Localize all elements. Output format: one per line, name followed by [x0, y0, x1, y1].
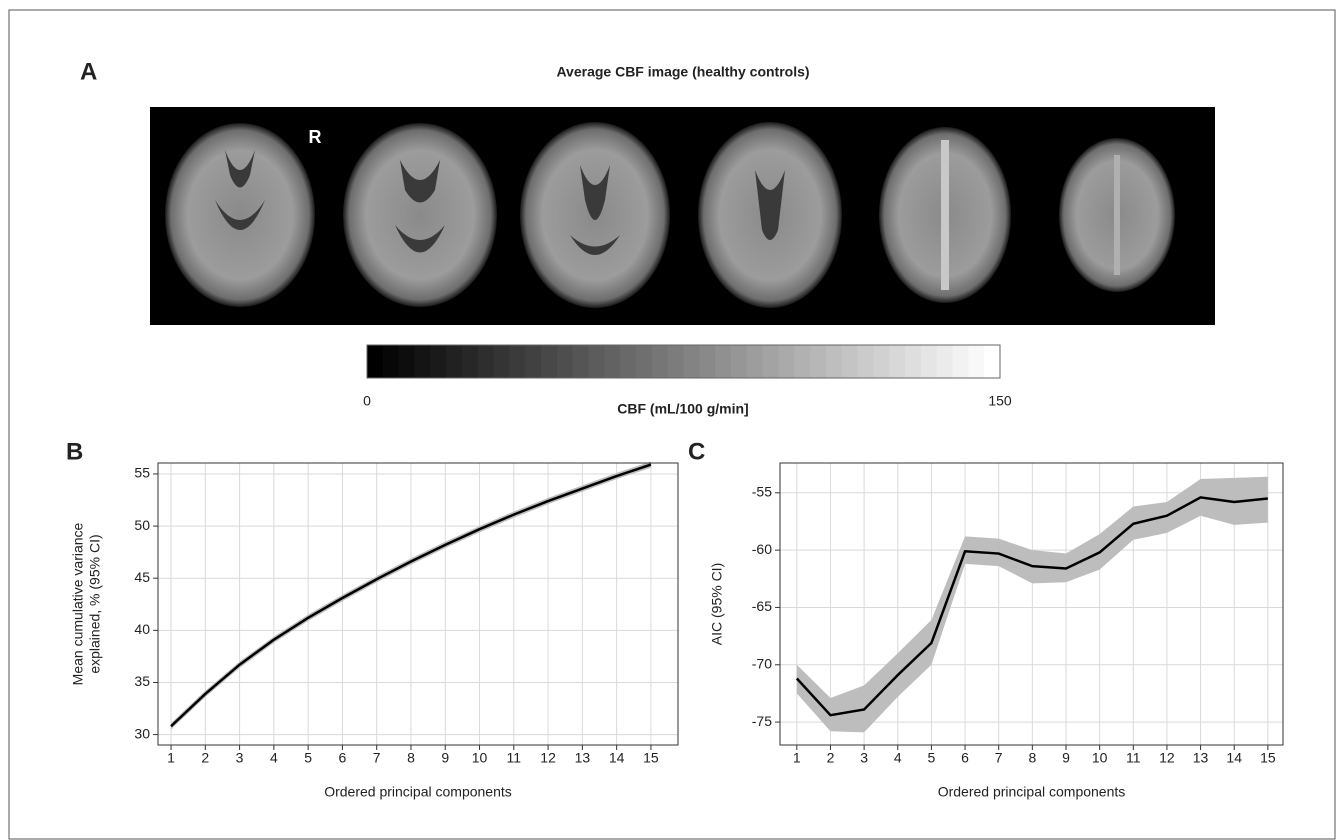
y-tick-label: 30 [134, 725, 150, 741]
colorbar-step [509, 345, 525, 378]
colorbar-step [462, 345, 478, 378]
colorbar-step [525, 345, 541, 378]
colorbar-step [905, 345, 921, 378]
x-tick-label: 9 [1062, 750, 1070, 766]
x-tick-label: 10 [1092, 750, 1108, 766]
colorbar-label: CBF (mL/100 g/min] [617, 401, 748, 417]
colorbar-step [953, 345, 969, 378]
colorbar-step [557, 345, 573, 378]
orientation-label: R [309, 127, 322, 147]
x-tick-label: 6 [961, 750, 969, 766]
colorbar-step [636, 345, 652, 378]
x-axis-label: Ordered principal components [938, 784, 1126, 800]
colorbar-step [810, 345, 826, 378]
colorbar-step [541, 345, 557, 378]
x-tick-label: 11 [507, 750, 522, 766]
colorbar-tick-label: 0 [363, 393, 371, 409]
panel-label: B [66, 438, 83, 465]
y-tick-label: -60 [752, 541, 772, 557]
x-tick-label: 5 [928, 750, 936, 766]
y-axis-label: explained, % (95% CI) [87, 534, 103, 673]
x-tick-label: 14 [609, 750, 625, 766]
y-tick-label: -55 [752, 484, 772, 500]
x-tick-label: 15 [643, 750, 659, 766]
y-tick-label: -65 [752, 598, 772, 614]
colorbar-step [731, 345, 747, 378]
x-tick-label: 3 [860, 750, 868, 766]
x-axis-label: Ordered principal components [324, 784, 512, 800]
y-tick-label: -75 [752, 713, 772, 729]
colorbar-step [494, 345, 510, 378]
x-tick-label: 10 [472, 750, 488, 766]
colorbar-step [684, 345, 700, 378]
colorbar-step [778, 345, 794, 378]
y-axis-label: Mean cumulative variance [70, 522, 86, 685]
colorbar-step [842, 345, 858, 378]
x-tick-label: 2 [827, 750, 835, 766]
colorbar-step [399, 345, 415, 378]
x-tick-label: 1 [793, 750, 801, 766]
x-tick-label: 8 [407, 750, 415, 766]
colorbar-step [383, 345, 399, 378]
colorbar-tick-label: 150 [988, 393, 1012, 409]
y-tick-label: -70 [752, 655, 772, 671]
colorbar-step [668, 345, 684, 378]
figure: A Average CBF image (healthy controls) R… [0, 0, 1343, 840]
x-tick-label: 7 [995, 750, 1003, 766]
colorbar-step [921, 345, 937, 378]
colorbar-step [858, 345, 874, 378]
y-tick-label: 40 [134, 621, 150, 637]
colorbar-step [873, 345, 889, 378]
colorbar-step [367, 345, 383, 378]
plot-frame [158, 463, 678, 745]
x-tick-label: 4 [894, 750, 902, 766]
panel-title: Average CBF image (healthy controls) [556, 64, 809, 80]
panel-label: C [688, 438, 705, 465]
y-tick-label: 50 [134, 517, 150, 533]
colorbar-step [794, 345, 810, 378]
colorbar-step [589, 345, 605, 378]
panel-label: A [80, 58, 97, 85]
colorbar-step [478, 345, 494, 378]
x-tick-label: 14 [1226, 750, 1242, 766]
colorbar-step [446, 345, 462, 378]
colorbar-step [620, 345, 636, 378]
x-tick-label: 13 [1193, 750, 1209, 766]
x-tick-label: 1 [167, 750, 175, 766]
y-tick-label: 55 [134, 465, 150, 481]
colorbar-step [984, 345, 1000, 378]
brain-slice [165, 123, 315, 307]
colorbar-step [826, 345, 842, 378]
colorbar-step [414, 345, 430, 378]
colorbar-step [968, 345, 984, 378]
colorbar-step [699, 345, 715, 378]
x-tick-label: 6 [339, 750, 347, 766]
y-axis-label: AIC (95% CI) [709, 563, 725, 645]
x-tick-label: 2 [201, 750, 209, 766]
y-tick-label: 35 [134, 673, 150, 689]
x-tick-label: 13 [575, 750, 591, 766]
colorbar-step [937, 345, 953, 378]
x-tick-label: 12 [540, 750, 556, 766]
x-tick-label: 3 [236, 750, 244, 766]
colorbar-step [652, 345, 668, 378]
colorbar-step [573, 345, 589, 378]
x-tick-label: 12 [1159, 750, 1175, 766]
colorbar-step [747, 345, 763, 378]
x-tick-label: 11 [1126, 750, 1141, 766]
x-tick-label: 4 [270, 750, 278, 766]
x-tick-label: 5 [304, 750, 312, 766]
x-tick-label: 8 [1028, 750, 1036, 766]
y-tick-label: 45 [134, 569, 150, 585]
brain-slice [343, 123, 497, 307]
x-tick-label: 9 [441, 750, 449, 766]
colorbar-step [889, 345, 905, 378]
colorbar-step [715, 345, 731, 378]
x-tick-label: 7 [373, 750, 381, 766]
colorbar-step [763, 345, 779, 378]
colorbar-step [604, 345, 620, 378]
colorbar-step [430, 345, 446, 378]
colorbar [367, 345, 1001, 378]
x-tick-label: 15 [1260, 750, 1276, 766]
